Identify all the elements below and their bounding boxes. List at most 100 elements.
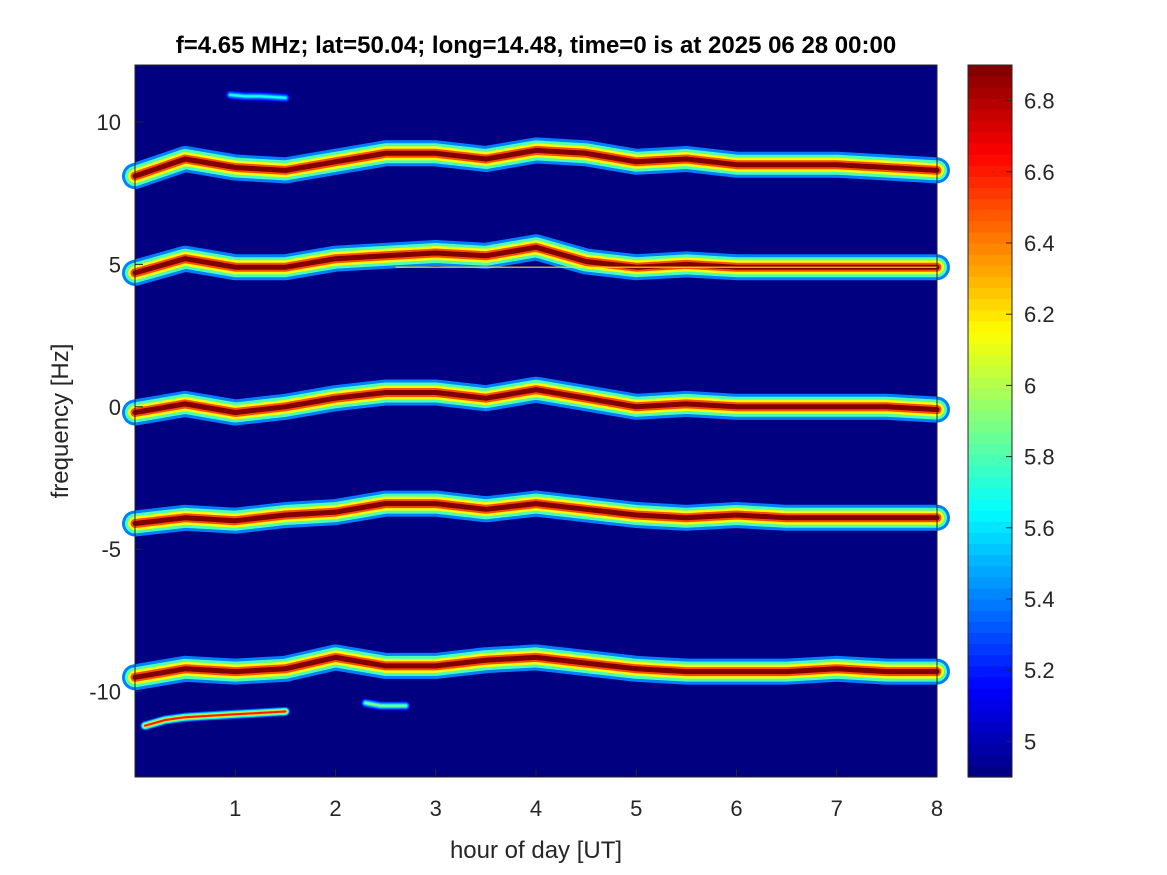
signal-band-6-layer-5: [144, 710, 287, 727]
colorbar-step: [968, 376, 1012, 389]
x-tick-label: 1: [229, 796, 241, 821]
colorbar-step: [968, 521, 1012, 533]
colorbar-step: [968, 87, 1012, 99]
colorbar-step: [968, 154, 1012, 166]
colorbar-step: [968, 754, 1012, 767]
colorbar-step: [968, 142, 1012, 155]
colorbar-step: [968, 398, 1012, 411]
signal-band-5: [122, 644, 950, 691]
x-tick-label: 3: [430, 796, 442, 821]
colorbar-step: [968, 265, 1012, 277]
colorbar-step: [968, 610, 1012, 622]
signal-band-8: [361, 698, 411, 711]
colorbar-step: [968, 231, 1012, 244]
colorbar-step: [968, 432, 1012, 444]
colorbar-tick-label: 5.8: [1024, 445, 1055, 470]
colorbar-step: [968, 109, 1012, 122]
colorbar-step: [968, 599, 1012, 611]
colorbar-tick-label: 6: [1024, 373, 1036, 398]
colorbar-step: [968, 554, 1012, 567]
colorbar-step: [968, 743, 1012, 756]
signal-band-8-layer-5: [364, 702, 407, 707]
colorbar-step: [968, 532, 1012, 544]
colorbar-step: [968, 65, 1012, 77]
colorbar-step: [968, 131, 1012, 144]
colorbar-ticks: 6.8 6.6 6.4 6.2 6 5.8 5.6 5.4 5.2 5: [1006, 89, 1055, 754]
colorbar-step: [968, 287, 1012, 300]
x-tick-label: 6: [730, 796, 742, 821]
colorbar-step: [968, 665, 1012, 678]
colorbar-step: [968, 220, 1012, 233]
signal-band-6: [140, 706, 290, 731]
colorbar-step: [968, 454, 1012, 467]
x-tick-label: 2: [329, 796, 341, 821]
colorbar-step: [968, 465, 1012, 478]
colorbar-step: [968, 721, 1012, 734]
colorbar-step: [968, 76, 1012, 88]
colorbar-step: [968, 632, 1012, 645]
signal-band-1: [122, 137, 950, 190]
colorbar-step: [968, 732, 1012, 745]
colorbar-step: [968, 688, 1012, 700]
colorbar-step: [968, 421, 1012, 433]
colorbar-step: [968, 354, 1012, 366]
colorbar: 6.8 6.6 6.4 6.2 6 5.8 5.6 5.4 5.2 5: [967, 64, 1055, 778]
colorbar-step: [968, 487, 1012, 500]
signal-band-3-layer-5: [132, 387, 940, 415]
y-tick-label: 10: [97, 110, 121, 135]
colorbar-step: [968, 243, 1012, 255]
colorbar-step: [968, 332, 1012, 344]
colorbar-step: [968, 387, 1012, 400]
colorbar-step: [968, 98, 1012, 111]
colorbar-step: [968, 343, 1012, 355]
colorbar-step: [968, 765, 1012, 778]
colorbar-gradient: [968, 65, 1012, 778]
colorbar-step: [968, 699, 1012, 711]
x-axis-ticks: 1 2 3 4 5 6 7 8: [229, 769, 943, 821]
colorbar-step: [968, 276, 1012, 289]
colorbar-tick-label: 6.4: [1024, 231, 1055, 256]
colorbar-step: [968, 365, 1012, 378]
colorbar-step: [968, 254, 1012, 266]
colorbar-step: [968, 309, 1012, 322]
colorbar-step: [968, 409, 1012, 422]
colorbar-tick-label: 6.8: [1024, 89, 1055, 114]
y-tick-label: -5: [101, 537, 121, 562]
signal-band-4: [122, 490, 950, 537]
x-tick-label: 7: [831, 796, 843, 821]
colorbar-step: [968, 587, 1012, 600]
colorbar-step: [968, 654, 1012, 667]
y-axis-ticks: 10 5 0 -5 -10: [89, 110, 143, 705]
y-axis-label: frequency [Hz]: [47, 344, 74, 499]
colorbar-step: [968, 643, 1012, 656]
colorbar-tick-label: 5.2: [1024, 658, 1055, 683]
colorbar-frame: [967, 64, 1013, 778]
signal-band-4-layer-5: [132, 501, 940, 526]
signal-band-1-layer-5: [132, 147, 940, 179]
colorbar-step: [968, 676, 1012, 689]
signal-band-7: [225, 90, 290, 103]
colorbar-step: [968, 176, 1012, 188]
colorbar-step: [968, 298, 1012, 311]
signal-band-5-layer-5: [132, 654, 940, 680]
x-tick-label: 8: [931, 796, 943, 821]
colorbar-step: [968, 198, 1012, 211]
colorbar-step: [968, 710, 1012, 722]
colorbar-step: [968, 498, 1012, 511]
colorbar-tick-label: 6.2: [1024, 302, 1055, 327]
y-tick-label: 0: [109, 395, 121, 420]
chart-title: f=4.65 MHz; lat=50.04; long=14.48, time=…: [176, 32, 896, 59]
x-tick-label: 4: [530, 796, 542, 821]
colorbar-tick-label: 6.6: [1024, 160, 1055, 185]
signal-bands: [122, 90, 950, 731]
colorbar-step: [968, 120, 1012, 133]
colorbar-step: [968, 320, 1012, 333]
signal-band-3: [122, 376, 950, 426]
colorbar-step: [968, 187, 1012, 200]
colorbar-tick-label: 5.4: [1024, 587, 1055, 612]
y-tick-label: -10: [89, 680, 121, 705]
colorbar-tick-label: 5: [1024, 729, 1036, 754]
plot-area: [122, 64, 950, 778]
x-axis-label: hour of day [UT]: [450, 837, 622, 864]
